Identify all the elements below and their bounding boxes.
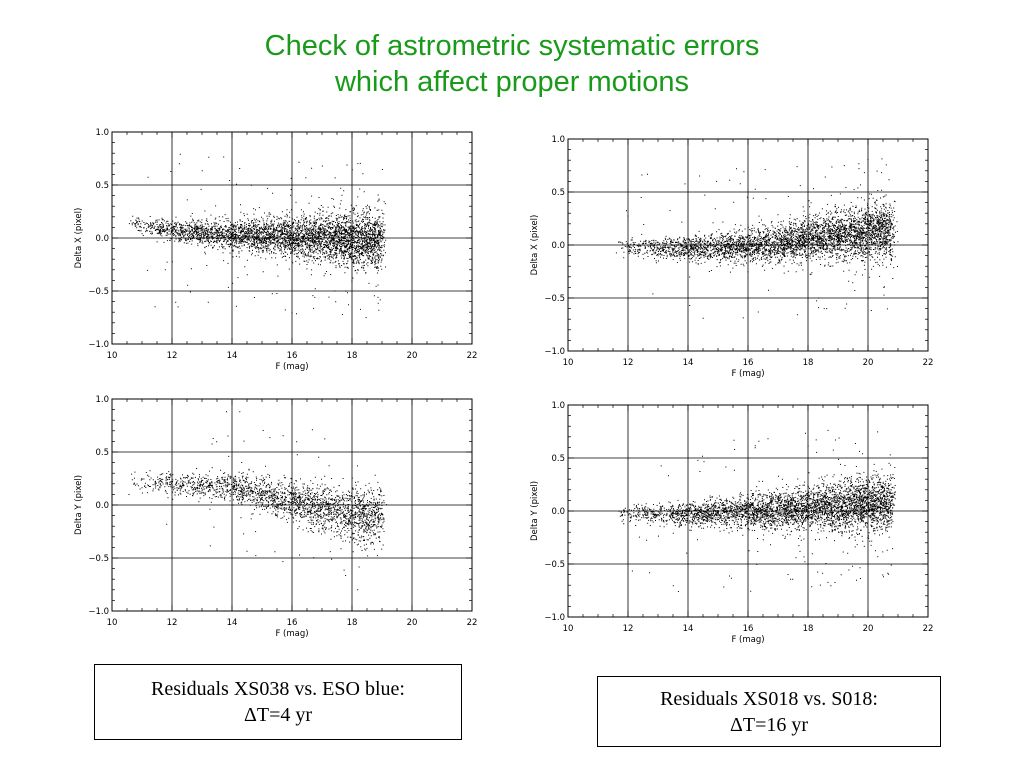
y-tick-label: 1.0 xyxy=(95,128,109,138)
axis-ticks xyxy=(567,138,929,352)
x-tick-label: 22 xyxy=(923,358,934,368)
slide-title-line-2: which affect proper motions xyxy=(334,66,690,98)
y-tick-label: 0.0 xyxy=(95,234,109,244)
y-axis-label: Delta Y (pixel) xyxy=(74,475,84,535)
y-tick-label: 1.0 xyxy=(95,395,109,405)
x-tick-label: 14 xyxy=(683,358,694,368)
y-tick-label: −0.5 xyxy=(88,554,109,564)
scatter-point-cloud xyxy=(128,153,387,319)
x-tick-label: 16 xyxy=(743,358,754,368)
x-tick-label: 12 xyxy=(167,618,178,628)
x-tick-label: 14 xyxy=(227,351,238,361)
slide-title-line-1: Check of astrometric systematic errors xyxy=(264,30,760,62)
caption-left-line-2: ΔT=4 yr xyxy=(243,704,313,726)
y-tick-label: 0.0 xyxy=(551,241,565,251)
caption-right: Residuals XS018 vs. S018: ΔT=16 yr xyxy=(597,676,941,747)
x-axis-label: F (mag) xyxy=(731,369,764,379)
x-tick-label: 18 xyxy=(803,624,814,634)
scatter-plot-top-left: 10 12 14 16 18 20 22 −1.0 −0.5 0.0 0.5 1.0 F (mag) De… xyxy=(74,128,478,372)
x-tick-label: 12 xyxy=(623,624,634,634)
x-axis-label: F (mag) xyxy=(731,635,764,645)
grid-lines xyxy=(112,399,472,611)
x-tick-label: 10 xyxy=(563,624,574,634)
axis-ticks xyxy=(111,131,473,345)
x-tick-label: 18 xyxy=(347,618,358,628)
x-tick-label: 16 xyxy=(743,624,754,634)
y-axis-label: Delta Y (pixel) xyxy=(530,481,540,541)
x-tick-label: 22 xyxy=(923,624,934,634)
scatter-points xyxy=(128,153,387,319)
caption-left-line-1: Residuals XS038 vs. ESO blue: xyxy=(151,678,405,700)
x-tick-label: 20 xyxy=(407,351,418,361)
scatter-plot-bottom-right: 10 12 14 16 18 20 22 −1.0 −0.5 0.0 0.5 1.0 F (mag) De… xyxy=(530,401,934,645)
x-tick-label: 20 xyxy=(863,624,874,634)
scatter-plot-top-right: 10 12 14 16 18 20 22 −1.0 −0.5 0.0 0.5 1.0 F (mag) De… xyxy=(530,135,934,379)
scatter-point-cloud xyxy=(615,158,899,319)
caption-left: Residuals XS038 vs. ESO blue: ΔT=4 yr xyxy=(94,664,462,740)
grid-lines xyxy=(112,132,472,344)
x-tick-label: 12 xyxy=(167,351,178,361)
y-axis-label: Delta X (pixel) xyxy=(74,208,84,269)
caption-right-line-2: ΔT=16 yr xyxy=(729,713,809,736)
y-tick-label: 0.0 xyxy=(95,501,109,511)
y-tick-label: −0.5 xyxy=(544,294,565,304)
x-tick-label: 18 xyxy=(347,351,358,361)
y-tick-label: 0.0 xyxy=(551,507,565,517)
y-tick-label: 0.5 xyxy=(95,181,109,191)
y-tick-label: −0.5 xyxy=(544,560,565,570)
y-tick-label: 1.0 xyxy=(551,135,565,145)
y-axis-label: Delta X (pixel) xyxy=(530,215,540,276)
x-tick-label: 10 xyxy=(107,351,118,361)
x-tick-label: 10 xyxy=(563,358,574,368)
x-axis-label: F (mag) xyxy=(275,629,308,639)
scatter-points xyxy=(128,411,388,591)
x-tick-label: 14 xyxy=(227,618,238,628)
x-tick-label: 10 xyxy=(107,618,118,628)
x-tick-label: 14 xyxy=(683,624,694,634)
y-tick-label: −0.5 xyxy=(88,287,109,297)
grid-lines xyxy=(568,405,928,617)
y-tick-label: 0.5 xyxy=(551,454,565,464)
slide-title: Check of astrometric systematic errors w… xyxy=(0,28,1024,100)
x-tick-label: 18 xyxy=(803,358,814,368)
x-axis-label: F (mag) xyxy=(275,362,308,372)
y-tick-label: 1.0 xyxy=(551,401,565,411)
axis-ticks xyxy=(111,398,473,612)
x-tick-label: 20 xyxy=(407,618,418,628)
y-tick-label: 0.5 xyxy=(95,448,109,458)
y-tick-label: −1.0 xyxy=(88,340,109,350)
x-tick-label: 16 xyxy=(287,351,298,361)
scatter-points xyxy=(615,158,899,319)
x-tick-label: 16 xyxy=(287,618,298,628)
y-tick-label: −1.0 xyxy=(544,347,565,357)
y-tick-label: −1.0 xyxy=(544,613,565,623)
y-tick-label: −1.0 xyxy=(88,607,109,617)
y-tick-label: 0.5 xyxy=(551,188,565,198)
grid-lines xyxy=(568,139,928,351)
axis-ticks xyxy=(567,404,929,618)
x-tick-label: 22 xyxy=(467,351,478,361)
x-tick-label: 12 xyxy=(623,358,634,368)
scatter-point-cloud xyxy=(128,411,388,591)
x-tick-label: 20 xyxy=(863,358,874,368)
scatter-plot-bottom-left: 10 12 14 16 18 20 22 −1.0 −0.5 0.0 0.5 1.0 F (mag) De… xyxy=(74,395,478,639)
x-tick-label: 22 xyxy=(467,618,478,628)
caption-right-line-1: Residuals XS018 vs. S018: xyxy=(660,687,878,710)
